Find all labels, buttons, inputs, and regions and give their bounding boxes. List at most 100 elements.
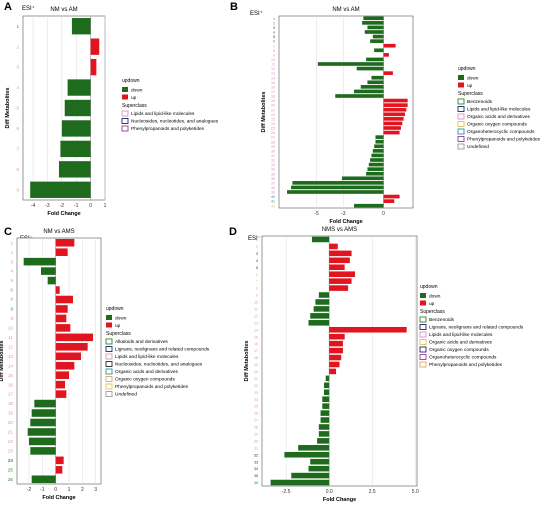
x-tick-label: -1	[40, 487, 45, 493]
plot-area	[16, 237, 102, 485]
bar	[55, 371, 69, 379]
y-tick-label: 37	[271, 181, 275, 185]
legend-label: down	[429, 293, 441, 299]
bar	[318, 431, 330, 437]
y-tick-label: 9	[16, 187, 19, 192]
y-tick-label: 7	[10, 297, 13, 302]
legend-title: updown	[458, 66, 476, 72]
bar	[354, 203, 384, 208]
legend-label: Organic acids and derivatives	[115, 369, 179, 375]
y-tick-label: 19	[8, 411, 14, 416]
y-tick-label: 15	[8, 373, 14, 378]
legend-swatch	[457, 121, 465, 127]
legend-label: Lipids and lipid-like molecules	[131, 111, 195, 117]
y-tick-label: 25	[271, 127, 275, 131]
bar	[318, 292, 330, 298]
legend-swatch	[457, 106, 465, 112]
y-tick-label: 8	[273, 49, 275, 53]
legend-swatch	[457, 98, 465, 105]
legend-swatch	[121, 125, 129, 132]
bar	[372, 34, 384, 39]
legend-swatch	[122, 94, 128, 100]
y-tick-label: 17	[8, 392, 14, 397]
legend-swatch	[105, 391, 113, 397]
y-tick-label: 31	[254, 446, 258, 450]
legend-label: Organic acids and derivatives	[467, 114, 531, 120]
legend-swatch	[419, 339, 427, 345]
bar	[383, 199, 395, 203]
y-tick-label: 39	[271, 191, 275, 195]
legend-label: up	[131, 96, 137, 101]
legend-swatch	[419, 331, 427, 338]
legend: updown down up Superclass Benzenoids Lipids a…	[457, 66, 541, 150]
y-tick-label: 18	[271, 95, 275, 99]
y-tick-label: 27	[254, 419, 258, 423]
y-tick-label: 4	[10, 269, 13, 274]
bar	[310, 313, 330, 319]
y-tick-label: 2	[273, 21, 275, 25]
y-tick-label: 26	[254, 412, 258, 416]
bar	[383, 71, 393, 75]
legend-swatch	[106, 315, 112, 320]
bar	[55, 352, 81, 361]
bar	[322, 396, 330, 402]
y-tick-label: 33	[254, 460, 258, 464]
bar	[335, 94, 384, 98]
bar	[329, 257, 350, 264]
bar	[370, 158, 384, 162]
y-tick-label: 9	[10, 316, 13, 321]
bar	[375, 139, 384, 144]
panel-title: NM vs AM	[332, 7, 359, 13]
bar	[325, 375, 330, 382]
y-tick-label: 21	[8, 430, 14, 435]
bar	[31, 475, 56, 484]
bar	[317, 438, 330, 444]
y-axis-label: Diff Metabolites	[261, 92, 267, 133]
x-tick-label: -3	[45, 203, 50, 209]
y-tick-label: 13	[8, 354, 14, 359]
legend-swatch	[458, 75, 464, 80]
bar	[371, 153, 384, 158]
panel-title: NM vs AMS	[43, 229, 74, 235]
legend-label: Organic oxygen compounds	[467, 122, 527, 128]
bar	[23, 257, 56, 266]
legend-swatch	[419, 361, 427, 368]
bar	[311, 236, 330, 243]
x-axis-label: Fold Change	[329, 219, 362, 225]
bar	[71, 18, 91, 35]
bar	[55, 324, 71, 332]
y-tick-label: 16	[8, 382, 14, 387]
y-tick-label: 27	[271, 136, 275, 140]
y-tick-label: 4	[16, 85, 19, 90]
bar	[362, 21, 384, 25]
legend-label: Benzenoids	[467, 99, 493, 105]
y-tick-label: 19	[254, 363, 258, 367]
bar	[55, 305, 68, 313]
bar	[55, 390, 67, 398]
y-tick-label: 3	[10, 259, 13, 264]
bar	[329, 271, 355, 277]
y-tick-label: 29	[254, 433, 258, 437]
bar	[308, 465, 330, 472]
bar	[30, 447, 56, 455]
bar	[55, 343, 88, 351]
y-tick-label: 25	[254, 405, 258, 409]
bar	[341, 176, 384, 181]
bar	[55, 238, 75, 247]
bar	[60, 140, 91, 158]
bar	[291, 185, 384, 190]
y-tick-label: 11	[8, 335, 13, 340]
plot-area	[261, 235, 418, 487]
x-tick-label: -5	[314, 211, 319, 217]
bar	[329, 361, 340, 368]
legend-label: up	[467, 84, 473, 89]
bar	[354, 89, 384, 94]
bar	[383, 112, 405, 117]
bar	[356, 66, 384, 71]
y-tick-label: 3	[256, 252, 258, 256]
bar	[64, 99, 91, 117]
bar	[291, 472, 330, 479]
y-tick-label: 8	[256, 287, 258, 291]
legend-label: Nucleosides, nucleotides, and analogues	[115, 362, 203, 368]
bar	[366, 171, 384, 176]
